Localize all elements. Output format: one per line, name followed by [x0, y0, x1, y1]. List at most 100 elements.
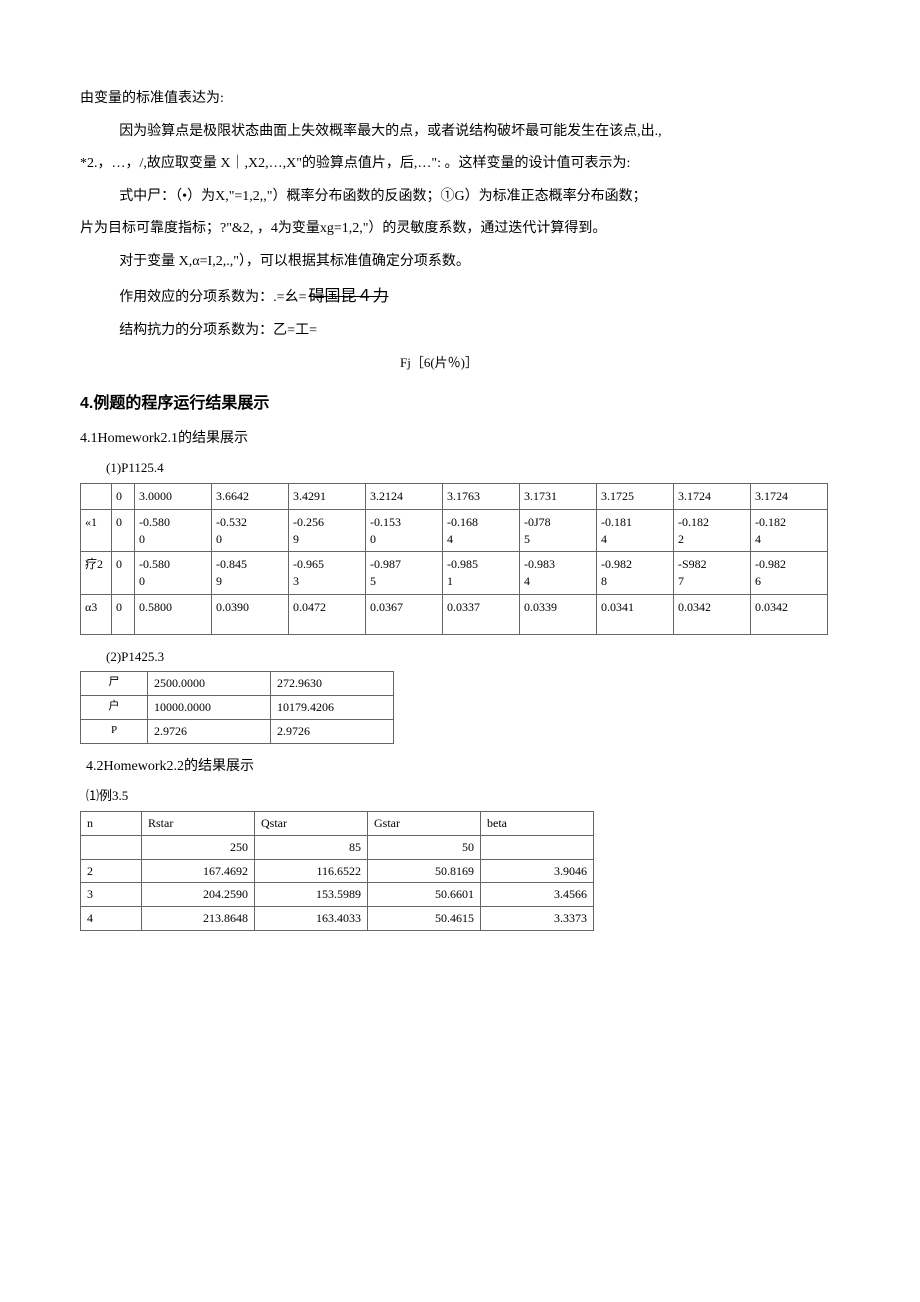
- formula-resistance-text: 结构抗力的分项系数为：乙=工=: [80, 318, 317, 345]
- cell: 3.2124: [366, 483, 443, 509]
- formula-effect-strike: 碍国昆４力: [308, 282, 388, 312]
- table3-caption: ⑴例3.5: [86, 784, 840, 809]
- table-row: 3 204.2590 153.5989 50.6601 3.4566: [81, 883, 594, 907]
- table-row: «1 0 -0.5800 -0.5320 -0.2569 -0.1530 -0.…: [81, 509, 828, 552]
- table2-caption: (2)P1425.3: [106, 645, 840, 670]
- header-cell: n: [81, 812, 142, 836]
- cell: -0.8459: [212, 552, 289, 595]
- cell: 2.9726: [148, 719, 271, 743]
- body-line-5: 对于变量 X,α=I,2,.,"），可以根据其标准值确定分项系数。: [80, 249, 840, 276]
- cell: 0.0390: [212, 594, 289, 634]
- cell: -0.5800: [135, 509, 212, 552]
- cell: 250: [142, 835, 255, 859]
- table-p1425: 尸 2500.0000 272.9630 户 10000.0000 10179.…: [80, 671, 394, 743]
- cell: 疗2: [81, 552, 112, 595]
- cell: 50.6601: [368, 883, 481, 907]
- cell: 10000.0000: [148, 696, 271, 720]
- table-p1125: 0 3.0000 3.6642 3.4291 3.2124 3.1763 3.1…: [80, 483, 828, 635]
- cell: 0: [112, 552, 135, 595]
- table-row: 2 167.4692 116.6522 50.8169 3.9046: [81, 859, 594, 883]
- cell: 85: [255, 835, 368, 859]
- table-row: 户 10000.0000 10179.4206: [81, 696, 394, 720]
- table-row: 0 3.0000 3.6642 3.4291 3.2124 3.1763 3.1…: [81, 483, 828, 509]
- cell: [81, 835, 142, 859]
- cell: 0: [112, 509, 135, 552]
- cell: 50.8169: [368, 859, 481, 883]
- cell: 50: [368, 835, 481, 859]
- cell: 153.5989: [255, 883, 368, 907]
- cell: -0.2569: [289, 509, 366, 552]
- cell: α3: [81, 594, 112, 634]
- body-line-4: 片为目标可靠度指标；?"&2, ，4为变量xg=1,2,"）的灵敏度系数，通过迭…: [80, 216, 840, 243]
- cell: -0.1814: [597, 509, 674, 552]
- cell: 272.9630: [271, 672, 394, 696]
- cell: 2.9726: [271, 719, 394, 743]
- formula-effect: 作用效应的分项系数为：.=幺= 碍国昆４力: [80, 282, 840, 312]
- formula-effect-text: 作用效应的分项系数为：.=幺=: [80, 285, 306, 312]
- cell: 0.0367: [366, 594, 443, 634]
- cell: «1: [81, 509, 112, 552]
- cell: 0: [112, 594, 135, 634]
- cell: 尸: [81, 672, 148, 696]
- cell: 0.0342: [751, 594, 828, 634]
- table-row: 尸 2500.0000 272.9630: [81, 672, 394, 696]
- header-cell: Gstar: [368, 812, 481, 836]
- formula-resistance: 结构抗力的分项系数为：乙=工=: [80, 318, 840, 345]
- body-line-2: *2.，…，/,故应取变量 X｜,X2,…,X"的验算点值片，后,…": 。这样…: [80, 151, 840, 178]
- body-line-1: 因为验算点是极限状态曲面上失效概率最大的点，或者说结构破坏最可能发生在该点,出.…: [80, 119, 840, 146]
- cell: 0.0337: [443, 594, 520, 634]
- formula-fj: Fj［6(片％)］: [400, 351, 840, 376]
- cell: 167.4692: [142, 859, 255, 883]
- cell: -0.5800: [135, 552, 212, 595]
- cell: 0.0341: [597, 594, 674, 634]
- cell: 3.3373: [481, 907, 594, 931]
- cell: 4: [81, 907, 142, 931]
- cell: 0.5800: [135, 594, 212, 634]
- table-row: n Rstar Qstar Gstar beta: [81, 812, 594, 836]
- cell: 3.4291: [289, 483, 366, 509]
- cell: 3.9046: [481, 859, 594, 883]
- cell: 50.4615: [368, 907, 481, 931]
- cell: 0: [112, 483, 135, 509]
- cell: -0.1824: [751, 509, 828, 552]
- intro-line: 由变量的标准值表达为:: [80, 86, 840, 113]
- table1-caption: (1)P1125.4: [106, 456, 840, 481]
- subsection-4-2: 4.2Homework2.2的结果展示: [86, 754, 840, 781]
- cell: -0.5320: [212, 509, 289, 552]
- table-row: 疗2 0 -0.5800 -0.8459 -0.9653 -0.9875 -0.…: [81, 552, 828, 595]
- section-4-title: 4.例题的程序运行结果展示: [80, 389, 840, 419]
- table-row: 250 85 50: [81, 835, 594, 859]
- cell: 3.6642: [212, 483, 289, 509]
- cell: 3: [81, 883, 142, 907]
- cell: 204.2590: [142, 883, 255, 907]
- header-cell: Qstar: [255, 812, 368, 836]
- cell: -0J785: [520, 509, 597, 552]
- cell: 3.1763: [443, 483, 520, 509]
- cell: 213.8648: [142, 907, 255, 931]
- cell: P: [81, 719, 148, 743]
- cell: 0.0342: [674, 594, 751, 634]
- cell: 3.1724: [674, 483, 751, 509]
- cell: -0.9875: [366, 552, 443, 595]
- cell: -0.9653: [289, 552, 366, 595]
- cell: -0.1684: [443, 509, 520, 552]
- cell: 3.4566: [481, 883, 594, 907]
- cell: 163.4033: [255, 907, 368, 931]
- cell: -0.9828: [597, 552, 674, 595]
- header-cell: Rstar: [142, 812, 255, 836]
- cell: 10179.4206: [271, 696, 394, 720]
- table-row: 4 213.8648 163.4033 50.4615 3.3373: [81, 907, 594, 931]
- cell: 116.6522: [255, 859, 368, 883]
- table-row: P 2.9726 2.9726: [81, 719, 394, 743]
- cell: 0.0339: [520, 594, 597, 634]
- cell: 3.0000: [135, 483, 212, 509]
- cell: -0.9851: [443, 552, 520, 595]
- cell: 3.1731: [520, 483, 597, 509]
- cell: 2: [81, 859, 142, 883]
- cell: 0.0472: [289, 594, 366, 634]
- table-row: α3 0 0.5800 0.0390 0.0472 0.0367 0.0337 …: [81, 594, 828, 634]
- cell: -0.1822: [674, 509, 751, 552]
- cell: [481, 835, 594, 859]
- cell: 2500.0000: [148, 672, 271, 696]
- body-line-3: 式中尸：（•）为X,"=1,2,,"）概率分布函数的反函数；①G）为标准正态概率…: [80, 184, 840, 211]
